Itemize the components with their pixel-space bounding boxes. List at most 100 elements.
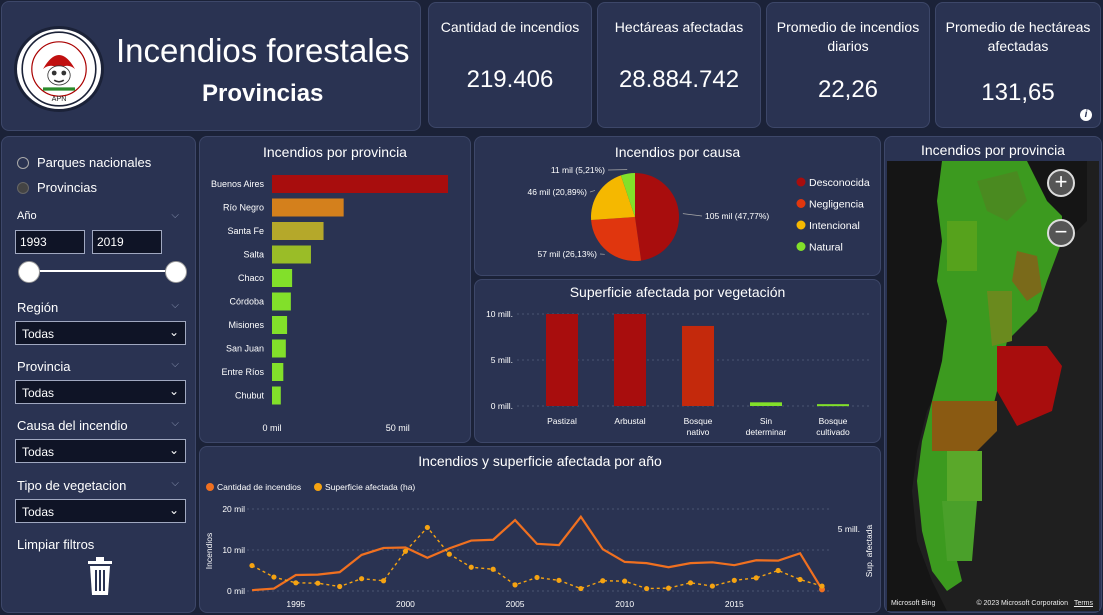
year-label: Año [17, 210, 37, 222]
kpi-label: Hectáreas afectadas [614, 19, 744, 35]
region-dropdown[interactable]: Todas ⌄ [15, 321, 186, 345]
dropdown-value: Todas [22, 386, 55, 400]
provincia-dropdown[interactable]: Todas ⌄ [15, 380, 186, 404]
pie-data-label: 11 mil (5,21%) [551, 165, 605, 175]
series-line [251, 514, 823, 592]
series-point [534, 574, 540, 581]
causa-label: Causa del incendio [17, 418, 128, 433]
chevron-down-icon[interactable]: ⌵ [171, 300, 179, 311]
pie-data-label: 105 mil (47,77%) [705, 211, 769, 221]
causa-dropdown[interactable]: Todas ⌄ [15, 439, 186, 463]
y-tick-label: 0 mill. [491, 401, 513, 411]
kpi-value: 131,65 [981, 79, 1055, 106]
year-slider-end-handle[interactable] [165, 261, 187, 283]
kpi-value: 28.884.742 [618, 66, 740, 93]
radio-button[interactable] [17, 156, 29, 169]
line-chart-svg: Cantidad de incendios Superficie afectada… [204, 482, 874, 609]
chevron-down-icon[interactable]: ⌵ [171, 418, 179, 429]
bar [272, 198, 344, 217]
logo-abbr: APN [52, 94, 67, 103]
kpi-label: Promedio de hectáreas afectadas [945, 19, 1091, 54]
kpi-card-cantidad: Cantidad de incendios 219.406 [428, 2, 592, 128]
chevron-down-icon[interactable]: ⌵ [171, 210, 179, 221]
legend-label: Desconocida [809, 177, 870, 189]
x-tick-label: 2005 [506, 599, 525, 609]
pie-slice [620, 173, 635, 217]
info-icon[interactable]: i [1080, 109, 1092, 121]
bar-category-label: San Juan [226, 344, 264, 354]
kpi-value: 22,26 [817, 76, 879, 103]
chevron-down-icon: ⌄ [168, 384, 179, 398]
bar [272, 269, 293, 287]
bar-category-label: Misiones [228, 320, 264, 330]
bar [272, 386, 281, 405]
apn-logo: APN [14, 26, 104, 112]
chevron-down-icon[interactable]: ⌵ [171, 359, 179, 370]
page-title: Incendios forestales [116, 32, 410, 69]
dropdown-value: Todas [22, 505, 55, 519]
legend-marker [796, 242, 806, 251]
chevron-down-icon[interactable]: ⌵ [171, 478, 179, 489]
year-from-input[interactable]: 1993 [15, 230, 85, 254]
pie-data-label: 57 mil (26,13%) [537, 249, 597, 259]
x-tick-label: Bosque [684, 416, 713, 426]
pie-chart-svg: 105 mil (47,77%) Desconocida 57 mil (26,13… [527, 165, 870, 261]
bing-label: Microsoft Bing [891, 600, 936, 607]
radio-button[interactable] [17, 181, 29, 194]
provincia-label: Provincia [17, 359, 71, 374]
bar [546, 314, 578, 406]
bar [817, 404, 849, 407]
series-point [490, 566, 496, 572]
year-slider-start-handle[interactable] [18, 261, 40, 283]
series-point [337, 583, 343, 590]
vegetacion-dropdown[interactable]: Todas ⌄ [15, 499, 186, 523]
year-to-input[interactable]: 2019 [92, 230, 162, 254]
pie-leader-line [589, 190, 596, 193]
year-slider-track[interactable] [29, 270, 177, 272]
x-tick-label: 2015 [725, 599, 744, 609]
pie-leader-line [682, 213, 703, 217]
y-axis-label-left: Incendios [204, 533, 214, 569]
series-point [731, 577, 737, 583]
x-tick-label: 2010 [615, 599, 634, 609]
legend-label: Cantidad de incendios [217, 482, 301, 492]
series-point [753, 575, 759, 581]
bar-category-label: Salta [243, 250, 264, 260]
series-point [359, 576, 365, 582]
zoom-out-button[interactable]: − [1047, 219, 1075, 247]
radio-parques-nacionales[interactable]: Parques nacionales [17, 155, 151, 170]
x-tick-label: Arbustal [614, 416, 645, 426]
bar-category-label: Buenos Aires [211, 179, 265, 189]
series-point [446, 551, 452, 557]
bar-category-label: Chubut [235, 391, 265, 401]
series-point [709, 583, 715, 589]
map-title: Incendios por provincia [921, 142, 1065, 158]
legend-marker [796, 177, 806, 187]
series-point [424, 524, 430, 531]
terms-link[interactable]: Terms [1073, 600, 1093, 607]
legend-label: Negligencia [809, 199, 864, 211]
chevron-down-icon: ⌄ [168, 325, 179, 339]
legend-marker [206, 483, 214, 491]
bar [272, 316, 288, 334]
vegetacion-label: Tipo de vegetacion [17, 478, 127, 493]
trash-icon[interactable] [84, 557, 116, 602]
bar [272, 175, 448, 193]
radio-provincias[interactable]: Provincias [17, 180, 97, 195]
x-tick-label: Pastizal [547, 416, 577, 426]
bar-category-label: Córdoba [229, 297, 264, 307]
chevron-down-icon: ⌄ [168, 443, 179, 457]
series-point [578, 585, 584, 592]
radio-label: Parques nacionales [37, 155, 152, 170]
chart-title: Incendios y superficie afectada por año [418, 453, 662, 469]
zoom-in-button[interactable]: + [1047, 169, 1075, 197]
x-tick-label: Bosque [819, 416, 848, 426]
legend-label: Superficie afectada (ha) [325, 482, 415, 492]
kpi-value: 219.406 [466, 66, 554, 93]
pie-slice [591, 217, 642, 261]
filter-panel: Parques nacionales Provincias Año ⌵ 1993… [1, 136, 196, 613]
bar [272, 245, 311, 264]
bar [272, 222, 324, 240]
province-map[interactable]: + − Microsoft Bing © 2023 Microsoft Corp… [887, 161, 1099, 611]
x-tick-label: cultivado [816, 427, 850, 437]
